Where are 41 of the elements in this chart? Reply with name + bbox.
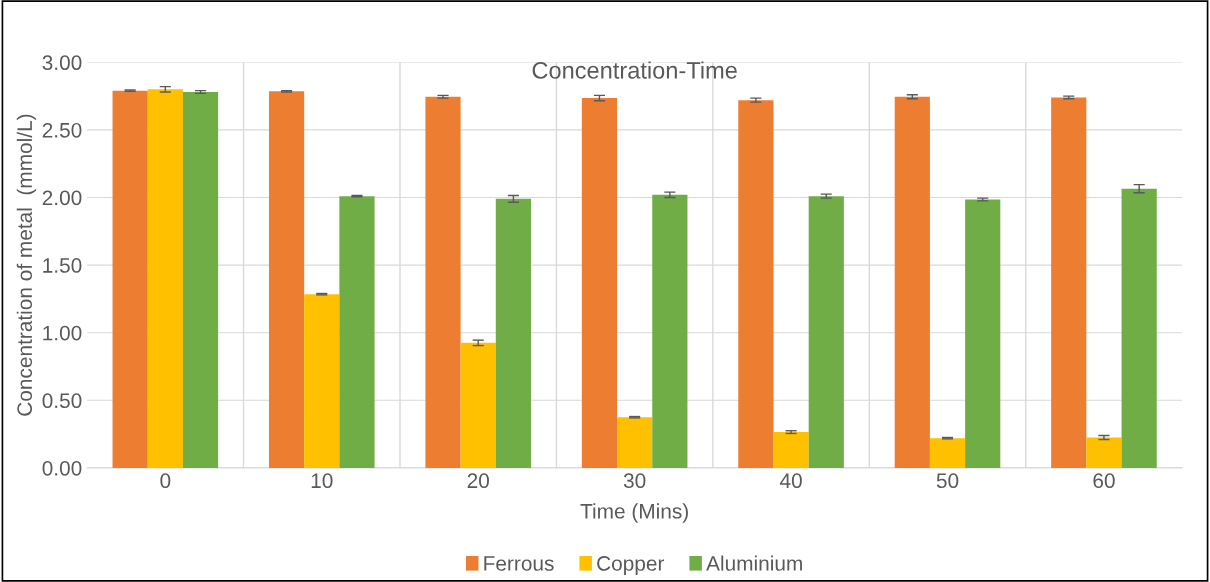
x-axis-title: Time (Mins) [580, 503, 688, 523]
y-axis-title: Concentration of metal (mmol/L) [16, 114, 37, 416]
bar [1051, 97, 1087, 468]
x-tick-label: 60 [1093, 473, 1115, 489]
y-tick-label: 2.00 [42, 190, 82, 206]
x-tick-label: 30 [623, 473, 646, 489]
bar [1086, 437, 1122, 468]
bar [652, 194, 688, 468]
x-tick-label: 20 [467, 473, 489, 489]
bar [965, 199, 1001, 468]
x-tick-label: 0 [160, 473, 171, 489]
bar [808, 196, 844, 468]
bar [339, 196, 375, 468]
y-tick-label: 1.50 [43, 258, 82, 273]
bar [460, 342, 496, 468]
bar [894, 96, 930, 468]
legend-label: Copper [597, 556, 665, 575]
x-tick-label: 50 [936, 473, 959, 489]
bar [147, 89, 183, 468]
bar [581, 98, 618, 468]
x-tick-label: 10 [311, 473, 333, 489]
bar [1121, 188, 1157, 468]
y-tick-label: 1.00 [43, 325, 82, 341]
y-tick-label: 0.50 [42, 393, 82, 409]
bar [182, 92, 219, 468]
y-tick-label: 0.00 [42, 460, 82, 476]
y-tick-label: 3.00 [42, 55, 82, 71]
x-tick-label: 40 [779, 473, 802, 489]
bar [738, 100, 774, 468]
legend-label: Ferrous [484, 556, 554, 571]
bar [495, 198, 532, 468]
bar [617, 417, 653, 468]
legend-label: Aluminium [706, 555, 802, 571]
y-tick-label: 2.50 [42, 122, 82, 138]
bar [268, 91, 305, 468]
bar [304, 294, 340, 468]
bar [112, 90, 148, 468]
bar [773, 432, 809, 468]
bar [929, 438, 966, 468]
chart-title: Concentration-Time [532, 61, 737, 79]
bar [425, 96, 461, 468]
